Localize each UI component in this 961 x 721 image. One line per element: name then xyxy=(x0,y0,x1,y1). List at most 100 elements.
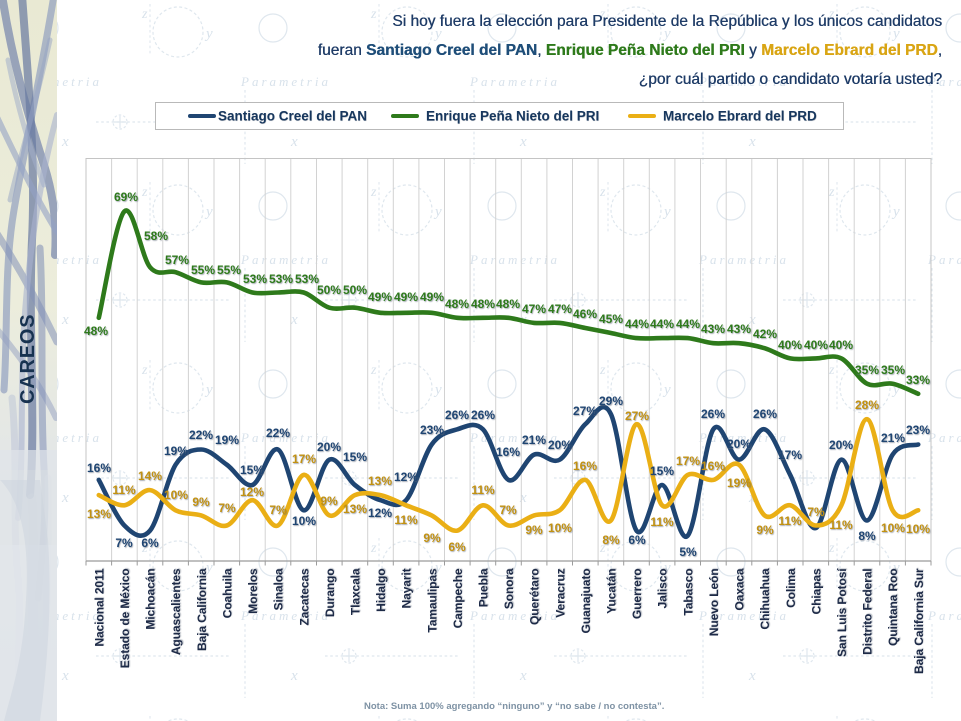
svg-text:12%: 12% xyxy=(394,470,418,484)
svg-text:48%: 48% xyxy=(471,297,495,311)
svg-text:10%: 10% xyxy=(164,488,188,502)
svg-text:43%: 43% xyxy=(727,322,751,336)
svg-text:Colima: Colima xyxy=(784,568,798,608)
svg-text:Tlaxcala: Tlaxcala xyxy=(349,568,363,615)
svg-text:55%: 55% xyxy=(217,263,241,277)
svg-text:Nuevo León: Nuevo León xyxy=(707,569,721,637)
svg-text:57%: 57% xyxy=(165,253,189,267)
svg-text:Estado de México: Estado de México xyxy=(118,569,132,669)
svg-text:16%: 16% xyxy=(701,459,725,473)
svg-text:20%: 20% xyxy=(829,438,853,452)
svg-text:9%: 9% xyxy=(423,531,441,545)
svg-text:9%: 9% xyxy=(756,523,774,537)
svg-text:44%: 44% xyxy=(625,317,649,331)
svg-text:10%: 10% xyxy=(548,521,572,535)
svg-text:10%: 10% xyxy=(292,514,316,528)
svg-text:47%: 47% xyxy=(522,302,546,316)
svg-text:16%: 16% xyxy=(573,459,597,473)
svg-text:45%: 45% xyxy=(599,312,623,326)
svg-text:58%: 58% xyxy=(144,229,168,243)
svg-text:43%: 43% xyxy=(701,322,725,336)
svg-text:11%: 11% xyxy=(829,518,853,532)
svg-text:21%: 21% xyxy=(522,433,546,447)
svg-text:42%: 42% xyxy=(753,327,777,341)
svg-text:Zacatecas: Zacatecas xyxy=(297,568,311,626)
svg-text:San Luis Potosí: San Luis Potosí xyxy=(835,568,849,657)
svg-text:17%: 17% xyxy=(778,448,802,462)
svg-text:17%: 17% xyxy=(292,452,316,466)
svg-text:53%: 53% xyxy=(269,272,293,286)
svg-text:50%: 50% xyxy=(343,283,367,297)
svg-text:10%: 10% xyxy=(906,522,930,536)
svg-text:27%: 27% xyxy=(625,409,649,423)
svg-text:13%: 13% xyxy=(87,507,111,521)
svg-text:Sonora: Sonora xyxy=(502,568,516,609)
svg-text:7%: 7% xyxy=(499,503,517,517)
svg-text:13%: 13% xyxy=(343,502,367,516)
svg-text:Nacional 2011: Nacional 2011 xyxy=(92,568,106,647)
svg-text:Tamaulipas: Tamaulipas xyxy=(425,568,439,633)
svg-text:14%: 14% xyxy=(138,469,162,483)
svg-text:Guerrero: Guerrero xyxy=(630,569,644,620)
svg-text:33%: 33% xyxy=(906,373,930,387)
svg-text:16%: 16% xyxy=(496,445,520,459)
svg-text:Hidalgo: Hidalgo xyxy=(374,569,388,612)
svg-text:6%: 6% xyxy=(141,536,159,550)
svg-text:Coahuila: Coahuila xyxy=(220,568,234,618)
svg-text:15%: 15% xyxy=(343,450,367,464)
svg-text:CAREOS: CAREOS xyxy=(17,314,39,404)
svg-text:Distrito Federal: Distrito Federal xyxy=(861,569,875,655)
svg-text:26%: 26% xyxy=(471,408,495,422)
svg-text:Yucatán: Yucatán xyxy=(605,569,619,614)
svg-text:17%: 17% xyxy=(676,454,700,468)
svg-text:Durango: Durango xyxy=(323,569,337,618)
svg-text:6%: 6% xyxy=(448,540,466,554)
svg-text:19%: 19% xyxy=(215,433,239,447)
svg-text:11%: 11% xyxy=(650,515,674,529)
svg-text:Querétaro: Querétaro xyxy=(528,569,542,625)
svg-text:Oaxaca: Oaxaca xyxy=(733,568,747,611)
svg-text:23%: 23% xyxy=(420,423,444,437)
svg-text:26%: 26% xyxy=(701,407,725,421)
svg-text:49%: 49% xyxy=(420,290,444,304)
svg-text:12%: 12% xyxy=(368,506,392,520)
svg-text:16%: 16% xyxy=(87,461,111,475)
svg-text:11%: 11% xyxy=(112,483,136,497)
svg-text:20%: 20% xyxy=(727,437,751,451)
svg-text:47%: 47% xyxy=(548,302,572,316)
svg-text:20%: 20% xyxy=(317,440,341,454)
svg-text:40%: 40% xyxy=(829,338,853,352)
svg-text:10%: 10% xyxy=(881,521,905,535)
svg-text:35%: 35% xyxy=(881,363,905,377)
svg-text:Baja California Sur: Baja California Sur xyxy=(912,568,926,674)
svg-text:7%: 7% xyxy=(269,503,287,517)
svg-text:6%: 6% xyxy=(628,533,646,547)
svg-text:9%: 9% xyxy=(525,523,543,537)
svg-text:35%: 35% xyxy=(855,363,879,377)
svg-text:40%: 40% xyxy=(778,338,802,352)
svg-text:48%: 48% xyxy=(445,297,469,311)
svg-text:9%: 9% xyxy=(192,495,210,509)
svg-text:8%: 8% xyxy=(858,529,876,543)
svg-text:48%: 48% xyxy=(84,324,108,338)
svg-text:8%: 8% xyxy=(602,533,620,547)
svg-text:23%: 23% xyxy=(906,423,930,437)
svg-text:5%: 5% xyxy=(679,545,697,559)
svg-text:Nota: Suma 100% agregando “ni: Nota: Suma 100% agregando “ninguno” y “n… xyxy=(364,701,664,712)
svg-text:53%: 53% xyxy=(243,272,267,286)
svg-text:15%: 15% xyxy=(240,463,264,477)
svg-text:19%: 19% xyxy=(164,444,188,458)
svg-text:11%: 11% xyxy=(778,514,802,528)
svg-text:Tabasco: Tabasco xyxy=(681,569,695,616)
svg-text:Veracruz: Veracruz xyxy=(553,568,567,617)
svg-text:Chihuahua: Chihuahua xyxy=(758,568,772,630)
svg-text:19%: 19% xyxy=(727,476,751,490)
svg-text:27%: 27% xyxy=(573,404,597,418)
svg-text:7%: 7% xyxy=(807,505,825,519)
svg-text:13%: 13% xyxy=(368,474,392,488)
svg-text:48%: 48% xyxy=(496,297,520,311)
svg-text:44%: 44% xyxy=(676,317,700,331)
svg-text:22%: 22% xyxy=(266,426,290,440)
svg-text:11%: 11% xyxy=(394,513,418,527)
svg-text:7%: 7% xyxy=(218,501,236,515)
